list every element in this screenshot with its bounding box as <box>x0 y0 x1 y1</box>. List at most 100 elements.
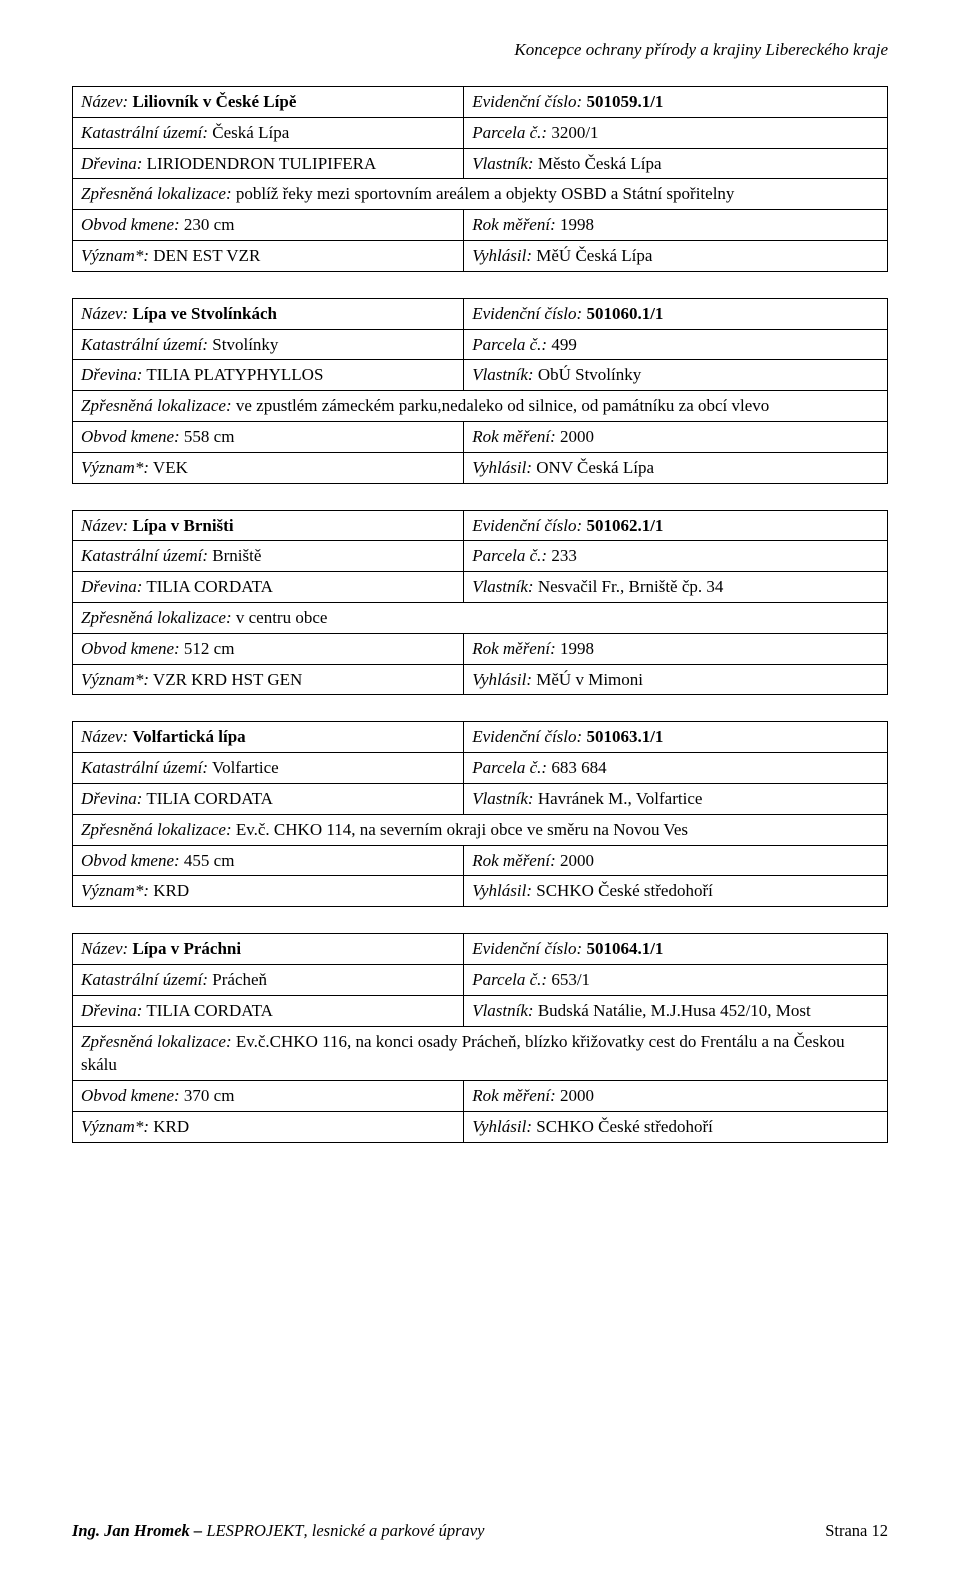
cell-nazev: Název: Lípa ve Stvolínkách <box>73 298 464 329</box>
cell-obvod: Obvod kmene: 230 cm <box>73 210 464 241</box>
cell-vlastnik: Vlastník: Havránek M., Volfartice <box>464 783 888 814</box>
cell-vlastnik: Vlastník: Budská Natálie, M.J.Husa 452/1… <box>464 995 888 1026</box>
page-label: Strana <box>825 1521 867 1540</box>
row-lokalizace: Zpřesněná lokalizace: poblíž řeky mezi s… <box>73 179 888 210</box>
cell-rok: Rok měření: 2000 <box>464 1081 888 1112</box>
page: Koncepce ochrany přírody a krajiny Liber… <box>0 0 960 1571</box>
records-container: Název: Liliovník v České LípěEvidenční č… <box>72 86 888 1143</box>
record-table: Název: Liliovník v České LípěEvidenční č… <box>72 86 888 272</box>
row-lokalizace: Zpřesněná lokalizace: Ev.č. CHKO 114, na… <box>73 814 888 845</box>
cell-kat-uzemi: Katastrální území: Prácheň <box>73 964 464 995</box>
cell-rok: Rok měření: 1998 <box>464 633 888 664</box>
document-header: Koncepce ochrany přírody a krajiny Liber… <box>72 40 888 60</box>
record-table: Název: Lípa v PráchniEvidenční číslo: 50… <box>72 933 888 1143</box>
footer-author: Ing. Jan Hromek – LESPROJEKT, lesnické a… <box>72 1521 484 1541</box>
row-kat-uzemi: Katastrální území: StvolínkyParcela č.: … <box>73 329 888 360</box>
row-vyznam: Význam*: KRDVyhlásil: SCHKO České středo… <box>73 876 888 907</box>
row-obvod: Obvod kmene: 512 cmRok měření: 1998 <box>73 633 888 664</box>
cell-rok: Rok měření: 2000 <box>464 421 888 452</box>
row-lokalizace: Zpřesněná lokalizace: Ev.č.CHKO 116, na … <box>73 1026 888 1081</box>
row-obvod: Obvod kmene: 455 cmRok měření: 2000 <box>73 845 888 876</box>
row-drevina: Dřevina: TILIA CORDATAVlastník: Nesvačil… <box>73 572 888 603</box>
row-vyznam: Význam*: VEKVyhlásil: ONV Česká Lípa <box>73 452 888 483</box>
cell-drevina: Dřevina: TILIA CORDATA <box>73 995 464 1026</box>
cell-vyznam: Význam*: KRD <box>73 1111 464 1142</box>
row-drevina: Dřevina: TILIA PLATYPHYLLOSVlastník: ObÚ… <box>73 360 888 391</box>
row-kat-uzemi: Katastrální území: BrništěParcela č.: 23… <box>73 541 888 572</box>
row-vyznam: Význam*: KRDVyhlásil: SCHKO České středo… <box>73 1111 888 1142</box>
cell-drevina: Dřevina: LIRIODENDRON TULIPIFERA <box>73 148 464 179</box>
cell-lokalizace: Zpřesněná lokalizace: poblíž řeky mezi s… <box>73 179 888 210</box>
row-nazev: Název: Liliovník v České LípěEvidenční č… <box>73 87 888 118</box>
cell-vlastnik: Vlastník: Město Česká Lípa <box>464 148 888 179</box>
page-number: 12 <box>872 1521 889 1540</box>
cell-drevina: Dřevina: TILIA CORDATA <box>73 572 464 603</box>
cell-lokalizace: Zpřesněná lokalizace: Ev.č. CHKO 114, na… <box>73 814 888 845</box>
cell-kat-uzemi: Katastrální území: Česká Lípa <box>73 117 464 148</box>
cell-nazev: Název: Lípa v Práchni <box>73 934 464 965</box>
cell-vyhlasil: Vyhlásil: SCHKO České středohoří <box>464 1111 888 1142</box>
cell-obvod: Obvod kmene: 512 cm <box>73 633 464 664</box>
row-kat-uzemi: Katastrální území: PrácheňParcela č.: 65… <box>73 964 888 995</box>
cell-parcela: Parcela č.: 499 <box>464 329 888 360</box>
cell-vyhlasil: Vyhlásil: SCHKO České středohoří <box>464 876 888 907</box>
row-vyznam: Význam*: VZR KRD HST GENVyhlásil: MěÚ v … <box>73 664 888 695</box>
record-table: Název: Volfartická lípaEvidenční číslo: … <box>72 721 888 907</box>
cell-vyznam: Význam*: DEN EST VZR <box>73 240 464 271</box>
cell-drevina: Dřevina: TILIA CORDATA <box>73 783 464 814</box>
cell-ev-cislo: Evidenční číslo: 501062.1/1 <box>464 510 888 541</box>
row-drevina: Dřevina: TILIA CORDATAVlastník: Havránek… <box>73 783 888 814</box>
cell-vlastnik: Vlastník: Nesvačil Fr., Brniště čp. 34 <box>464 572 888 603</box>
cell-lokalizace: Zpřesněná lokalizace: v centru obce <box>73 602 888 633</box>
row-nazev: Název: Volfartická lípaEvidenční číslo: … <box>73 722 888 753</box>
cell-obvod: Obvod kmene: 370 cm <box>73 1081 464 1112</box>
record-table: Název: Lípa v BrništiEvidenční číslo: 50… <box>72 510 888 696</box>
page-footer: Ing. Jan Hromek – LESPROJEKT, lesnické a… <box>72 1521 888 1541</box>
cell-vyhlasil: Vyhlásil: ONV Česká Lípa <box>464 452 888 483</box>
cell-ev-cislo: Evidenční číslo: 501064.1/1 <box>464 934 888 965</box>
cell-kat-uzemi: Katastrální území: Stvolínky <box>73 329 464 360</box>
cell-ev-cislo: Evidenční číslo: 501063.1/1 <box>464 722 888 753</box>
cell-parcela: Parcela č.: 683 684 <box>464 753 888 784</box>
cell-drevina: Dřevina: TILIA PLATYPHYLLOS <box>73 360 464 391</box>
cell-vyznam: Význam*: VEK <box>73 452 464 483</box>
cell-parcela: Parcela č.: 233 <box>464 541 888 572</box>
row-obvod: Obvod kmene: 370 cmRok měření: 2000 <box>73 1081 888 1112</box>
cell-parcela: Parcela č.: 653/1 <box>464 964 888 995</box>
row-lokalizace: Zpřesněná lokalizace: v centru obce <box>73 602 888 633</box>
row-nazev: Název: Lípa v PráchniEvidenční číslo: 50… <box>73 934 888 965</box>
cell-vyhlasil: Vyhlásil: MěÚ v Mimoni <box>464 664 888 695</box>
cell-obvod: Obvod kmene: 455 cm <box>73 845 464 876</box>
cell-nazev: Název: Liliovník v České Lípě <box>73 87 464 118</box>
footer-page: Strana 12 <box>825 1521 888 1541</box>
row-kat-uzemi: Katastrální území: VolfarticeParcela č.:… <box>73 753 888 784</box>
author-name: Ing. Jan Hromek – <box>72 1521 206 1540</box>
cell-lokalizace: Zpřesněná lokalizace: ve zpustlém zámeck… <box>73 391 888 422</box>
record-table: Název: Lípa ve StvolínkáchEvidenční čísl… <box>72 298 888 484</box>
cell-vyznam: Význam*: VZR KRD HST GEN <box>73 664 464 695</box>
cell-vyhlasil: Vyhlásil: MěÚ Česká Lípa <box>464 240 888 271</box>
row-obvod: Obvod kmene: 558 cmRok měření: 2000 <box>73 421 888 452</box>
author-tail: , lesnické a parkové úpravy <box>303 1521 484 1540</box>
cell-rok: Rok měření: 2000 <box>464 845 888 876</box>
author-org: LESPROJEKT <box>206 1521 303 1540</box>
row-obvod: Obvod kmene: 230 cmRok měření: 1998 <box>73 210 888 241</box>
row-drevina: Dřevina: LIRIODENDRON TULIPIFERAVlastník… <box>73 148 888 179</box>
cell-nazev: Název: Lípa v Brništi <box>73 510 464 541</box>
cell-ev-cislo: Evidenční číslo: 501059.1/1 <box>464 87 888 118</box>
row-kat-uzemi: Katastrální území: Česká LípaParcela č.:… <box>73 117 888 148</box>
cell-obvod: Obvod kmene: 558 cm <box>73 421 464 452</box>
cell-kat-uzemi: Katastrální území: Volfartice <box>73 753 464 784</box>
row-nazev: Název: Lípa ve StvolínkáchEvidenční čísl… <box>73 298 888 329</box>
row-nazev: Název: Lípa v BrništiEvidenční číslo: 50… <box>73 510 888 541</box>
cell-parcela: Parcela č.: 3200/1 <box>464 117 888 148</box>
cell-rok: Rok měření: 1998 <box>464 210 888 241</box>
row-drevina: Dřevina: TILIA CORDATAVlastník: Budská N… <box>73 995 888 1026</box>
row-lokalizace: Zpřesněná lokalizace: ve zpustlém zámeck… <box>73 391 888 422</box>
row-vyznam: Význam*: DEN EST VZRVyhlásil: MěÚ Česká … <box>73 240 888 271</box>
cell-ev-cislo: Evidenční číslo: 501060.1/1 <box>464 298 888 329</box>
cell-vlastnik: Vlastník: ObÚ Stvolínky <box>464 360 888 391</box>
cell-nazev: Název: Volfartická lípa <box>73 722 464 753</box>
cell-lokalizace: Zpřesněná lokalizace: Ev.č.CHKO 116, na … <box>73 1026 888 1081</box>
cell-kat-uzemi: Katastrální území: Brniště <box>73 541 464 572</box>
